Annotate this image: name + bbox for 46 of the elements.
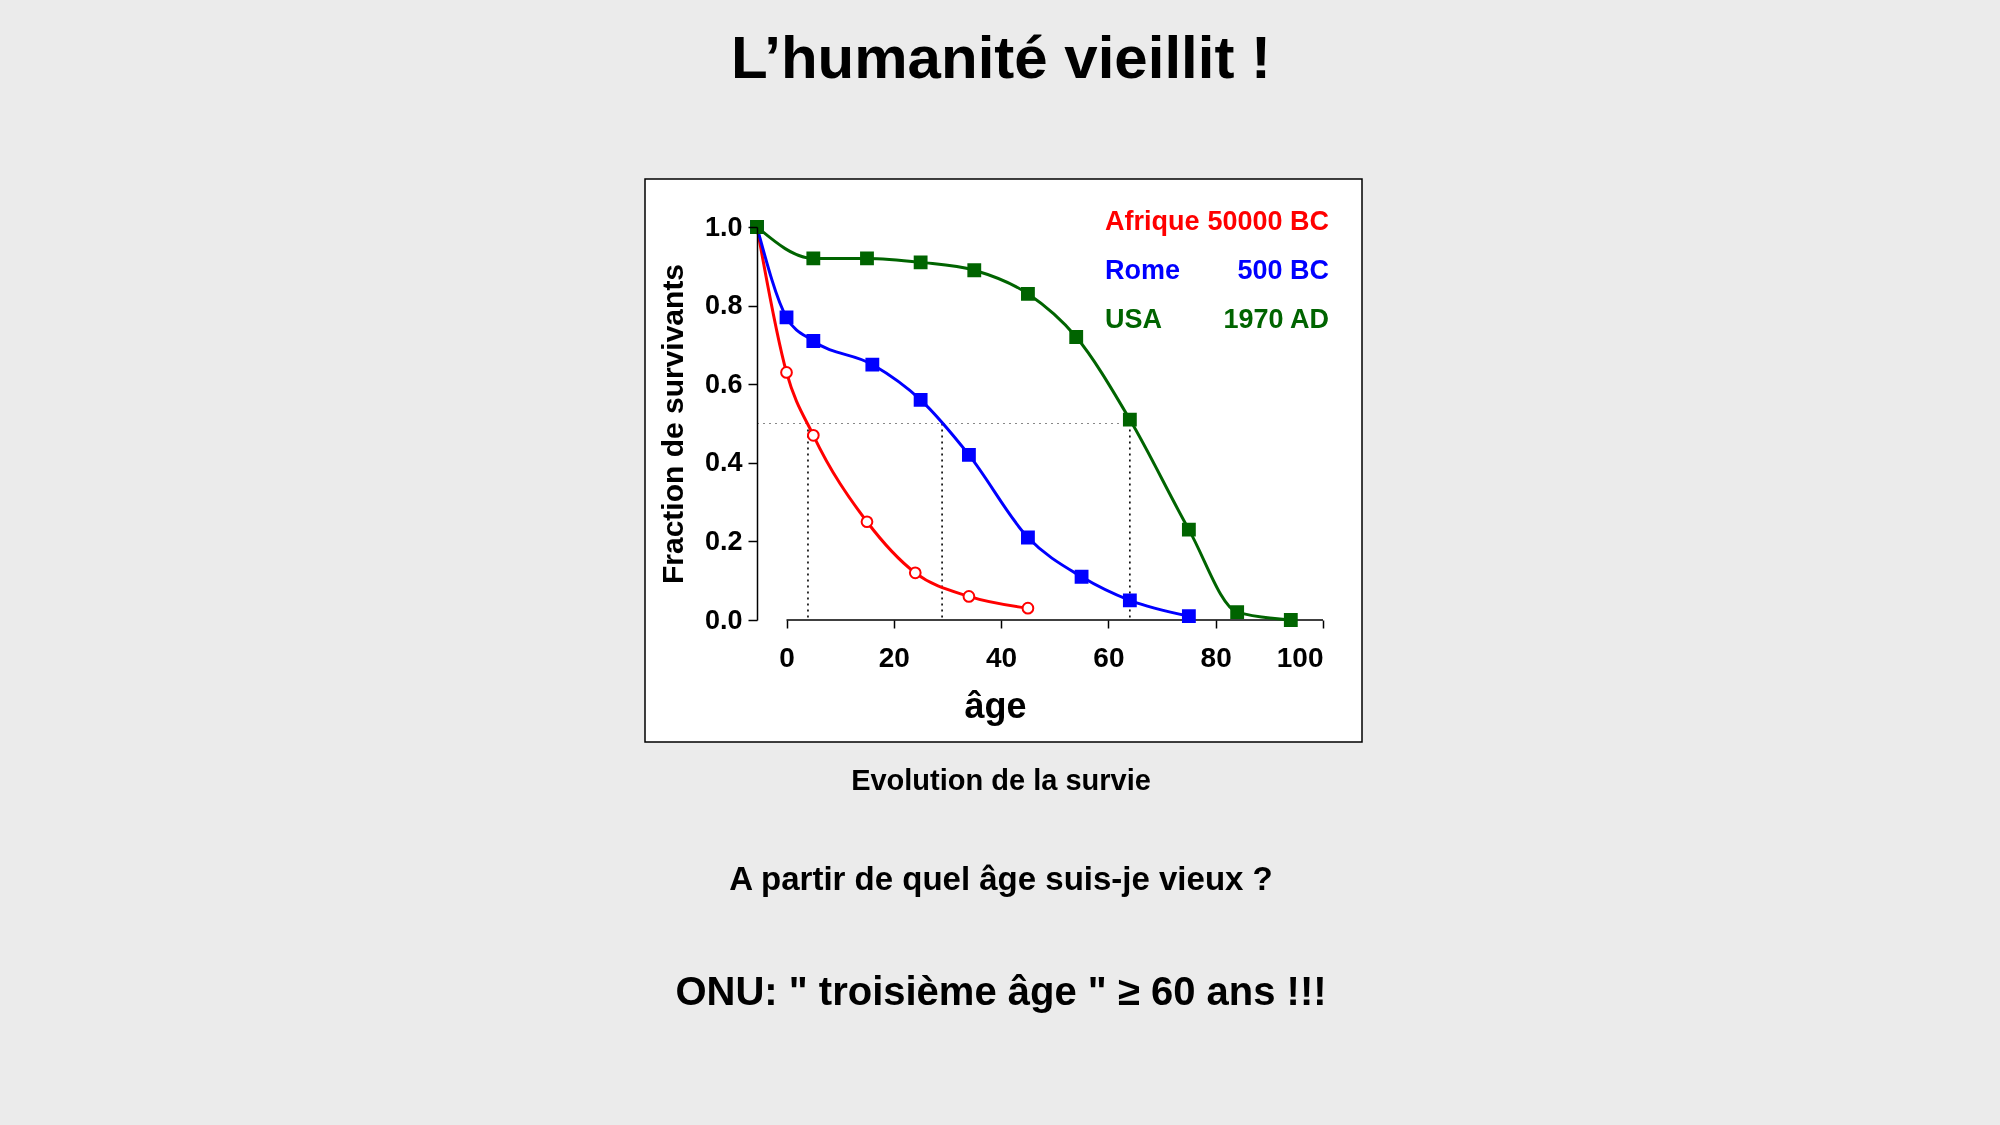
point	[865, 357, 880, 372]
point	[806, 251, 821, 266]
point	[1074, 569, 1089, 584]
point	[913, 255, 928, 270]
point	[962, 448, 976, 462]
y-tick-label: 0.4	[704, 447, 743, 478]
text: USA 1970 AD	[1105, 304, 1329, 334]
y-tick-label: 0.0	[704, 604, 743, 635]
chart-title: L’humanité vieillit !	[730, 24, 1272, 91]
x-tick-label: 60	[1093, 641, 1125, 673]
x-tick-label: 100	[1276, 641, 1324, 673]
x-axis-title: âge	[964, 684, 1027, 726]
point	[780, 366, 793, 379]
point	[1283, 613, 1298, 627]
point	[1122, 593, 1137, 608]
x-tick-label: 40	[986, 641, 1018, 673]
x-tick-label: 0	[779, 641, 795, 673]
point	[1021, 601, 1035, 615]
point	[913, 393, 928, 407]
text: ONU: " troisième âge " ≥ 60 ans !!!	[675, 969, 1327, 1013]
y-axis-title: Fraction de survivants	[655, 263, 689, 585]
point	[1181, 522, 1196, 537]
text: Rome 500 BC	[1105, 255, 1329, 285]
point	[1122, 412, 1137, 427]
point	[806, 334, 821, 348]
y-tick-label: 0.8	[704, 290, 743, 321]
point	[1021, 286, 1035, 301]
x-tick-label: 80	[1200, 641, 1232, 673]
point	[1069, 330, 1084, 344]
point	[806, 428, 820, 442]
text: Afrique 50000 BC	[1105, 206, 1329, 236]
point	[779, 310, 794, 325]
point	[860, 251, 874, 266]
point	[908, 566, 922, 580]
point	[962, 590, 976, 603]
point	[860, 515, 874, 529]
point	[967, 263, 982, 278]
x-tick-label: 20	[878, 641, 910, 673]
point	[1230, 605, 1245, 620]
point	[1181, 609, 1196, 623]
text: Evolution de la survie	[851, 764, 1151, 796]
point	[1021, 530, 1035, 545]
y-tick-label: 1.0	[704, 211, 743, 242]
y-tick-label: 0.6	[704, 368, 743, 399]
text: A partir de quel âge suis-je vieux ?	[729, 860, 1273, 897]
y-tick-label: 0.2	[704, 525, 743, 556]
